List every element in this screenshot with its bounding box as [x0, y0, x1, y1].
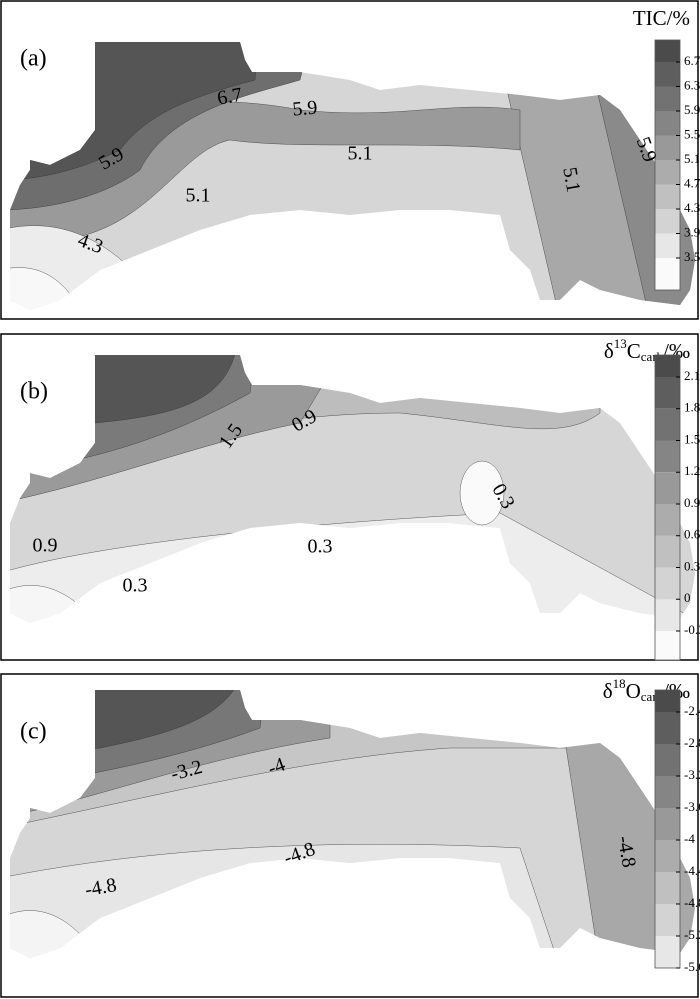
title-part: O — [626, 679, 641, 703]
contour-label: 6.7 — [216, 84, 244, 110]
colorbar-tick-label: 5.1 — [684, 151, 700, 166]
colorbar-tick-label: -5.2 — [684, 927, 700, 942]
contour-label: 0.9 — [33, 535, 58, 557]
colorbar-band — [655, 86, 680, 111]
colorbar-tick-label: -2.8 — [684, 735, 700, 750]
contour-band — [10, 585, 111, 623]
colorbar-band — [655, 160, 680, 185]
panel-label: (a) — [20, 46, 47, 72]
colorbar-band — [655, 840, 680, 872]
colorbar-tick-label: 1.8 — [684, 400, 700, 415]
colorbar-tick-label: 1.2 — [684, 463, 700, 478]
contour-label: 5.9 — [291, 97, 318, 121]
contour-label: 0.3 — [123, 575, 148, 597]
colorbar-band — [655, 599, 680, 631]
title-part: δ — [604, 339, 614, 363]
colorbar-band — [655, 504, 680, 536]
colorbar-band — [655, 472, 680, 504]
colorbar-tick-label: -3.2 — [684, 767, 700, 782]
colorbar-frame — [654, 354, 681, 661]
colorbar-band — [655, 184, 680, 209]
colorbar-frame — [654, 39, 681, 291]
contour-label: 0.3 — [308, 536, 333, 558]
contour-label: 5.1 — [348, 143, 373, 165]
title-part: 18 — [613, 676, 626, 691]
title-part: 13 — [614, 336, 627, 351]
colorbar-tick-label: 4.3 — [684, 200, 700, 215]
panel-label: (c) — [20, 719, 47, 745]
colorbar-tick-label: 0.9 — [684, 495, 700, 510]
colorbar-band — [655, 712, 680, 744]
contour-band — [10, 910, 111, 958]
colorbar-tick-label: -5.6 — [684, 959, 700, 974]
colorbar-tick-label: 3.9 — [684, 224, 700, 239]
colorbar-tick-label: -4.8 — [684, 895, 700, 910]
colorbar-band — [655, 904, 680, 936]
colorbar-tick-label: 6.7 — [684, 53, 700, 68]
colorbar-tick-label: -4.4 — [684, 863, 700, 878]
colorbar-band — [655, 377, 680, 409]
colorbar-tick-label: 0.3 — [684, 558, 700, 573]
colorbar-band — [655, 408, 680, 441]
contour-label: 5.1 — [186, 185, 211, 207]
colorbar-frame — [654, 689, 681, 969]
colorbar-tick-label: 0.6 — [684, 527, 700, 542]
contour-band — [10, 267, 91, 310]
colorbar-tick-label: -4 — [684, 831, 695, 846]
colorbar-band — [655, 355, 680, 377]
colorbar-tick-label: 3.5 — [684, 249, 700, 264]
colorbar-band — [655, 631, 680, 660]
colorbar-tick-label: 4.7 — [684, 175, 700, 190]
colorbar-tick-label: 6.3 — [684, 77, 700, 92]
contour-label: -4 — [265, 753, 288, 779]
colorbar-tick-label: -0.3 — [684, 622, 700, 637]
colorbar-band — [655, 567, 680, 600]
colorbar-tick-label: -2.4 — [684, 703, 700, 718]
colorbar-tick-label: 2.1 — [684, 368, 700, 383]
colorbar-tick-label: 5.5 — [684, 126, 700, 141]
colorbar-band — [655, 776, 680, 808]
colorbar-band — [655, 440, 680, 473]
colorbar-band — [655, 808, 680, 840]
colorbar-tick-label: 1.5 — [684, 431, 700, 446]
panel-title: TIC/% — [633, 6, 690, 30]
contour-label: -4.8 — [83, 874, 118, 901]
panel-label: (b) — [20, 379, 48, 405]
colorbar-band — [655, 135, 680, 160]
colorbar-band — [655, 111, 680, 136]
colorbar-tick-label: 5.9 — [684, 102, 700, 117]
colorbar-tick-label: 0 — [684, 590, 691, 605]
colorbar-band — [655, 936, 680, 968]
colorbar-band — [655, 209, 680, 234]
panel: (b)δ13Ccarb/‰2.11.81.51.20.90.60.30-0.31… — [0, 333, 700, 661]
colorbar-band — [655, 258, 680, 290]
title-part: δ — [603, 679, 613, 703]
colorbar-tick-label: -3.6 — [684, 799, 700, 814]
panel: (a) TIC/% 6.7 6.3 5.9 5.5 5.1 4.7 4.3 3.9 3.5 6.7 5.… — [0, 0, 700, 320]
title-part: C — [627, 339, 641, 363]
contour-label: 5.1 — [558, 166, 584, 194]
colorbar-band — [655, 872, 680, 904]
colorbar-band — [655, 690, 680, 712]
colorbar-band — [655, 62, 680, 87]
contour-label: -4.8 — [613, 834, 640, 869]
colorbar-band — [655, 535, 680, 568]
colorbar-band — [655, 40, 680, 62]
colorbar-band — [655, 233, 680, 258]
panel: (c)δ18Ocarb/‰-2.4-2.8-3.2-3.6-4-4.4-4.8-… — [0, 673, 700, 998]
contour-band — [459, 460, 505, 526]
colorbar-band — [655, 744, 680, 776]
